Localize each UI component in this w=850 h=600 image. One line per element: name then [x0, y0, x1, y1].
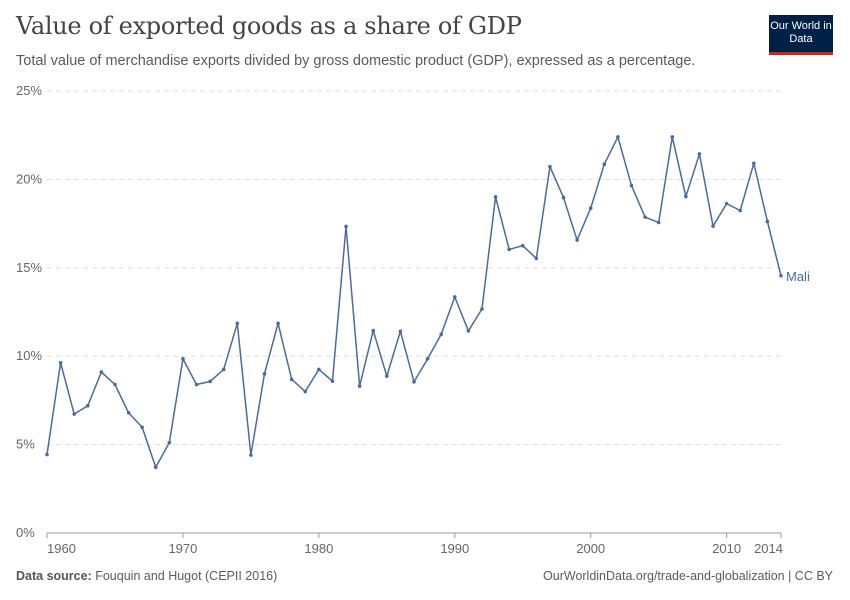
- y-tick-label: 20%: [16, 171, 42, 186]
- data-point: [629, 183, 634, 188]
- data-point: [493, 195, 498, 199]
- data-source: Data source: Fouquin and Hugot (CEPII 20…: [16, 569, 277, 583]
- x-tick-label: 1980: [304, 541, 333, 556]
- series-label: Mali: [786, 269, 810, 284]
- data-point: [534, 256, 539, 261]
- data-point: [167, 440, 172, 445]
- y-tick-label: 25%: [16, 83, 42, 98]
- y-tick-label: 5%: [16, 437, 35, 452]
- data-point: [126, 410, 131, 415]
- data-point: [72, 412, 76, 416]
- data-point: [684, 194, 688, 199]
- owid-logo[interactable]: Our World in Data: [769, 15, 833, 55]
- x-tick-label: 2010: [712, 541, 741, 556]
- data-point: [181, 357, 185, 361]
- x-tick-label: 1990: [440, 541, 469, 556]
- data-point: [385, 374, 389, 378]
- data-point: [616, 135, 620, 139]
- x-tick-label: 1970: [168, 541, 197, 556]
- data-point: [58, 360, 63, 365]
- data-point: [588, 206, 593, 211]
- data-point: [520, 243, 525, 248]
- data-point: [276, 321, 280, 326]
- chart-subtitle: Total value of merchandise exports divid…: [16, 53, 696, 69]
- y-tick-label: 15%: [16, 260, 42, 275]
- y-tick-label: 0%: [16, 525, 35, 540]
- data-point: [235, 321, 240, 326]
- data-point: [221, 367, 226, 372]
- data-point: [317, 367, 321, 372]
- data-point: [480, 307, 484, 311]
- data-point: [779, 273, 783, 278]
- x-tick-label: 2014: [754, 541, 783, 556]
- data-point: [194, 382, 199, 387]
- chart-title: Value of exported goods as a share of GD…: [16, 12, 522, 40]
- footer-url[interactable]: OurWorldinData.org/trade-and-globalizati…: [543, 569, 833, 583]
- data-point: [724, 201, 729, 206]
- data-point: [765, 219, 770, 224]
- data-point: [330, 379, 335, 383]
- data-point: [548, 164, 552, 169]
- data-point: [85, 403, 90, 408]
- data-point: [752, 161, 756, 166]
- data-point: [113, 382, 117, 387]
- data-point: [575, 238, 579, 242]
- data-point: [643, 215, 647, 219]
- data-point: [344, 224, 348, 229]
- data-point: [738, 208, 743, 213]
- source-text[interactable]: Fouquin and Hugot (CEPII 2016): [95, 569, 278, 583]
- data-point: [452, 295, 457, 299]
- data-point: [99, 370, 104, 374]
- data-point: [153, 465, 158, 470]
- data-point: [711, 224, 715, 228]
- data-point: [425, 357, 430, 361]
- data-point: [289, 377, 294, 382]
- data-point: [466, 329, 471, 333]
- y-tick-label: 10%: [16, 348, 42, 363]
- data-point: [439, 332, 443, 337]
- data-point: [45, 452, 49, 457]
- data-point: [561, 195, 566, 200]
- data-point: [208, 379, 212, 384]
- source-label: Data source:: [16, 569, 92, 583]
- data-point: [670, 135, 675, 139]
- data-point: [412, 380, 416, 384]
- series-line-mali: [46, 136, 782, 468]
- data-point: [249, 453, 253, 457]
- data-point: [507, 247, 511, 252]
- data-point: [697, 152, 702, 156]
- data-point: [371, 328, 376, 333]
- x-tick-label: 2000: [576, 541, 605, 556]
- data-point: [303, 389, 308, 394]
- x-tick-label: 1960: [47, 541, 76, 556]
- data-point: [140, 425, 144, 430]
- data-point: [602, 162, 607, 166]
- data-point: [357, 384, 362, 388]
- data-point: [398, 329, 403, 334]
- data-point: [656, 220, 661, 225]
- data-point: [262, 372, 267, 376]
